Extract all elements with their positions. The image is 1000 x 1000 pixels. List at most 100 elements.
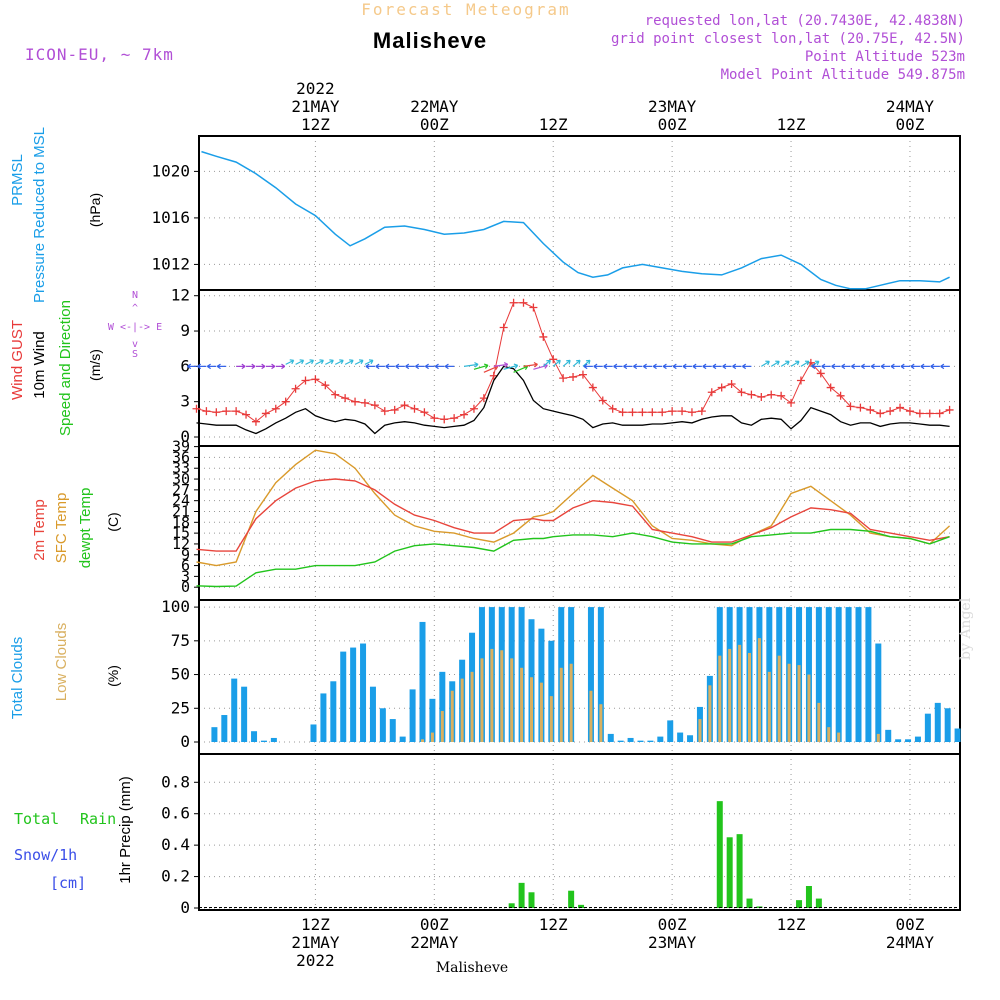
total-clouds-bar — [687, 735, 694, 742]
gust-marker — [608, 404, 617, 413]
panel-frame — [198, 445, 961, 601]
dewpt-line — [196, 528, 950, 588]
y-tick-label: 1020 — [151, 161, 190, 180]
low-clouds-label: Low Clouds — [53, 623, 70, 701]
total-clouds-bar — [221, 715, 228, 742]
total-clouds-bar — [647, 740, 654, 742]
rain-bar — [796, 900, 803, 908]
gust-marker — [460, 410, 469, 419]
gust-marker — [212, 408, 221, 417]
wind-arrow-head — [732, 363, 737, 370]
rain-bar — [736, 834, 743, 908]
gust-marker — [915, 409, 924, 418]
wind-direction-arrow — [295, 359, 304, 365]
total-clouds-bar — [251, 731, 258, 742]
wind-direction-arrow — [780, 360, 790, 367]
wind-arrow-head — [642, 363, 647, 370]
y-tick-label: 6 — [181, 557, 190, 575]
gust-marker — [539, 332, 548, 341]
y-tick-label: 0 — [180, 732, 190, 751]
low-clouds-bar — [728, 648, 732, 742]
low-clouds-bar — [520, 667, 524, 742]
low-clouds-bar — [490, 648, 494, 742]
gust-marker — [450, 414, 459, 423]
total-clouds-bar — [934, 702, 941, 742]
low-clouds-bar — [777, 655, 781, 742]
gust-marker — [638, 408, 647, 417]
y-tick-label: 12 — [171, 286, 190, 305]
total-clouds-bar — [845, 607, 852, 742]
bottom-time-label: 00Z — [896, 915, 925, 934]
y-tick-label: 30 — [172, 470, 190, 488]
gust-marker — [360, 398, 369, 407]
low-clouds-bar — [539, 682, 543, 742]
wind-arrow-head — [261, 363, 266, 370]
y-tick-label: 0 — [181, 578, 190, 596]
total-clouds-bar — [865, 607, 872, 742]
wind-arrow-head — [368, 359, 374, 365]
total-clouds-bar — [617, 740, 624, 742]
wind-direction-arrow — [315, 359, 324, 365]
wind-arrow-head — [359, 359, 364, 365]
wind-arrow-head — [241, 363, 246, 370]
gust-marker — [697, 407, 706, 416]
total-clouds-bar — [667, 720, 674, 742]
temp-unit: (C) — [105, 512, 121, 531]
total-clouds-bar — [320, 693, 327, 742]
gust-marker — [618, 408, 627, 417]
gust-marker — [351, 397, 360, 406]
total-clouds-bar — [439, 671, 446, 742]
wind-direction-arrow — [562, 359, 571, 367]
snow-label: Snow/1h — [14, 846, 77, 864]
product-title: Forecast Meteogram — [361, 0, 570, 19]
wind-line — [196, 365, 950, 435]
wind-direction-arrow — [493, 363, 508, 367]
gust-marker — [826, 383, 835, 392]
gust-marker — [866, 405, 875, 414]
gust-marker — [569, 372, 578, 381]
wind-arrow-head — [349, 359, 354, 365]
top-time-label: 24MAY — [886, 97, 935, 116]
top-time-label: 00Z — [658, 115, 687, 134]
wind-arrow-head — [474, 362, 479, 368]
gust-marker — [796, 376, 805, 385]
wind-arrow-head — [841, 363, 846, 370]
bottom-time-label: 23MAY — [648, 933, 697, 952]
bottom-time-label: 24MAY — [886, 933, 935, 952]
wind-arrow-head — [424, 363, 429, 370]
gust-marker — [390, 405, 399, 414]
wind-arrow-head — [765, 360, 770, 366]
sfc-temp-label: SFC Temp — [53, 493, 70, 564]
total-clouds-bar — [270, 737, 277, 742]
wind-arrow-head — [672, 363, 677, 370]
top-time-label: 12Z — [777, 115, 806, 134]
pressure-line — [201, 150, 950, 290]
wind-arrow-head — [940, 363, 945, 370]
y-tick-label: 3 — [181, 567, 190, 585]
low-clouds-bar — [430, 732, 434, 742]
total-clouds-bar — [815, 607, 822, 742]
point-altitude: Point Altitude 523m — [805, 49, 965, 65]
total-clouds-bar — [607, 733, 614, 742]
rain-bar — [815, 898, 822, 908]
gust-marker — [529, 303, 538, 312]
wind-direction-arrow — [344, 359, 354, 365]
gust-marker — [499, 323, 508, 332]
low-clouds-bar — [460, 678, 464, 742]
low-clouds-bar — [480, 658, 484, 742]
wind-arrow-head — [712, 363, 717, 370]
gust-marker — [311, 375, 320, 384]
rain-bar — [578, 904, 585, 908]
wind-direction-arrow — [334, 359, 344, 365]
footer-location: Malisheve — [436, 960, 508, 976]
wind-arrow-head — [742, 363, 747, 370]
total-clouds-bar — [211, 727, 218, 742]
low-clouds-bar — [440, 710, 444, 742]
temp-2m-label: 2m Temp — [31, 499, 48, 560]
gust-marker — [717, 383, 726, 392]
pressure-label-1: PRMSL — [9, 154, 26, 206]
gust-marker — [202, 407, 211, 416]
y-tick-label: 36 — [172, 448, 190, 466]
wind-direction-arrow — [463, 363, 479, 367]
top-time-label: 00Z — [420, 115, 449, 134]
